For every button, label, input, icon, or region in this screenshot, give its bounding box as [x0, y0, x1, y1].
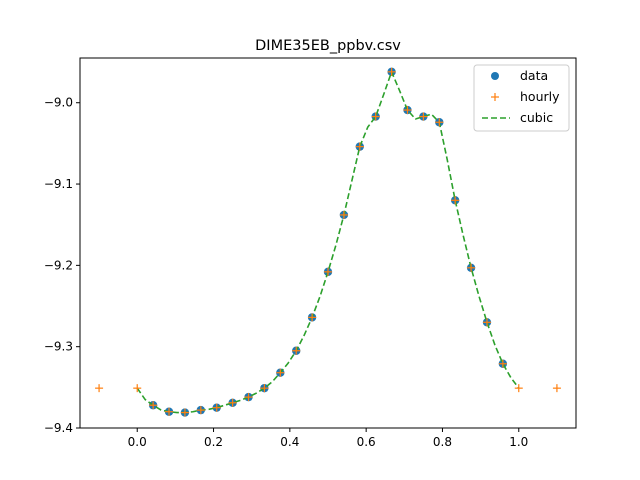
legend-data-marker — [491, 72, 499, 80]
x-axis: 0.0 0.2 0.4 0.6 0.8 1.0 — [128, 428, 528, 449]
x-tick-label: 0.0 — [128, 435, 147, 449]
legend: data hourly cubic — [473, 64, 570, 132]
hourly-point — [228, 398, 237, 407]
hourly-point — [95, 384, 104, 393]
axes-frame — [79, 57, 577, 429]
hourly-point — [371, 112, 380, 121]
legend-label-data: data — [520, 68, 548, 83]
hourly-point — [196, 406, 205, 415]
hourly-point — [419, 112, 428, 121]
hourly-point — [165, 407, 174, 416]
x-tick-label: 0.2 — [204, 435, 223, 449]
hourly-point — [292, 346, 301, 355]
hourly-point — [276, 368, 285, 377]
plot-area — [95, 67, 561, 417]
y-tick-label: −9.3 — [44, 340, 73, 354]
y-tick-label: −9.0 — [44, 96, 73, 110]
hourly-point — [133, 384, 142, 393]
hourly-point — [212, 403, 221, 412]
legend-label-hourly: hourly — [520, 89, 560, 104]
hourly-point — [482, 318, 491, 327]
x-tick-label: 0.4 — [280, 435, 299, 449]
hourly-point — [180, 408, 189, 417]
y-tick-label: −9.1 — [44, 177, 73, 191]
hourly-point — [552, 384, 561, 393]
hourly-point — [514, 384, 523, 393]
chart-title: DIME35EB_ppbv.csv — [255, 38, 401, 54]
y-tick-label: −9.2 — [44, 258, 73, 272]
hourly-point — [403, 106, 412, 115]
x-tick-label: 1.0 — [509, 435, 528, 449]
hourly-point — [260, 384, 269, 393]
hourly-point — [339, 210, 348, 219]
hourly-point — [324, 267, 332, 276]
legend-hourly-marker — [491, 93, 499, 101]
hourly-point — [149, 401, 158, 410]
y-tick-label: −9.4 — [44, 421, 73, 435]
hourly-point — [498, 359, 507, 368]
hourly-point — [244, 393, 253, 402]
y-axis: −9.4 −9.3 −9.2 −9.1 −9.0 — [44, 96, 80, 435]
legend-label-cubic: cubic — [520, 110, 553, 125]
hourly-point — [467, 263, 476, 272]
x-tick-label: 0.6 — [357, 435, 376, 449]
hourly-point — [355, 142, 364, 151]
hourly-point — [451, 196, 460, 205]
hourly-point — [308, 313, 317, 322]
hourly-point — [435, 118, 444, 127]
hourly-point — [387, 67, 396, 76]
x-tick-label: 0.8 — [433, 435, 452, 449]
legend-box — [473, 64, 570, 132]
